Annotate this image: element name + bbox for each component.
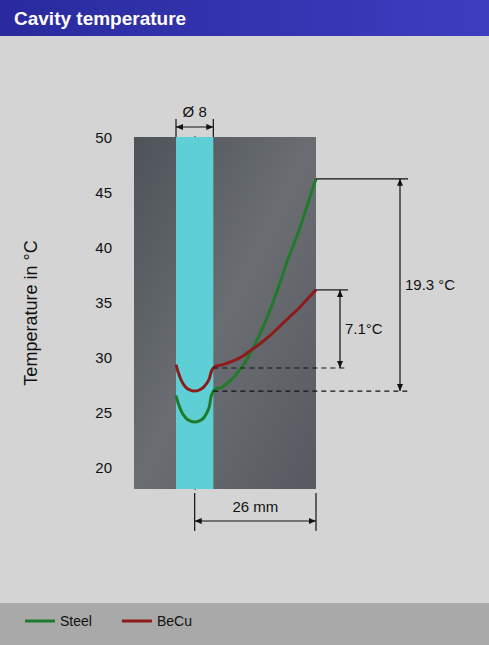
svg-text:Cavity temperature: Cavity temperature	[14, 8, 186, 29]
svg-text:19.3 °C: 19.3 °C	[405, 276, 455, 293]
svg-text:50: 50	[95, 129, 112, 146]
svg-text:BeCu: BeCu	[157, 613, 192, 629]
svg-text:30: 30	[95, 349, 112, 366]
svg-text:45: 45	[95, 184, 112, 201]
svg-text:Steel: Steel	[60, 613, 92, 629]
svg-text:40: 40	[95, 239, 112, 256]
svg-text:35: 35	[95, 294, 112, 311]
svg-text:20: 20	[95, 459, 112, 476]
svg-text:26 mm: 26 mm	[232, 498, 278, 515]
svg-text:Ø 8: Ø 8	[183, 103, 207, 120]
svg-text:7.1°C: 7.1°C	[345, 320, 383, 337]
svg-text:Temperature in °C: Temperature in °C	[21, 240, 41, 385]
svg-text:25: 25	[95, 404, 112, 421]
